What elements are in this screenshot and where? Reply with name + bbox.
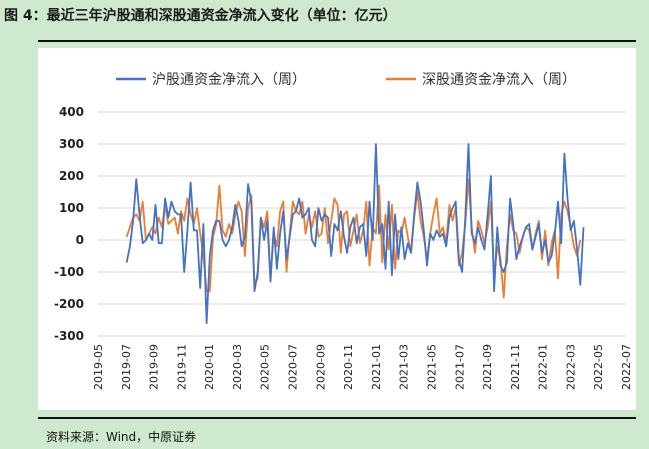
x-tick-labels: 2019-05 2019-07 2019-09 2019-11 2020-01 2020-… xyxy=(92,344,633,390)
x-tick-label-3: 2019-11 xyxy=(175,344,188,390)
x-tick-label-2: 2019-09 xyxy=(148,344,161,390)
y-tick-label-3: 0 xyxy=(76,233,84,247)
x-tick-label-14: 2021-09 xyxy=(481,344,494,390)
series-line-0 xyxy=(125,143,585,325)
x-tick-label-8: 2020-09 xyxy=(314,344,327,390)
y-tick-label-6: 300 xyxy=(59,137,84,151)
legend: 沪股通资金净流入（周） 深股通资金净流入（周） xyxy=(116,72,576,88)
x-tick-label-5: 2020-03 xyxy=(231,344,244,390)
x-tick-label-18: 2022-05 xyxy=(592,344,605,390)
y-tick-label-5: 200 xyxy=(59,169,84,183)
top-rule xyxy=(38,40,636,42)
y-tick-label-1: -200 xyxy=(54,297,84,311)
series-line-1 xyxy=(125,178,582,299)
bottom-rule xyxy=(38,417,636,419)
x-tick-label-7: 2020-07 xyxy=(287,344,300,390)
source-note: 资料来源：Wind，中原证券 xyxy=(46,430,197,444)
x-tick-label-4: 2020-01 xyxy=(203,344,216,390)
legend-label-0: 沪股通资金净流入（周） xyxy=(152,72,306,88)
x-tick-label-11: 2021-03 xyxy=(398,344,411,390)
y-tick-label-2: -100 xyxy=(54,265,84,279)
x-tick-label-19: 2022-07 xyxy=(620,344,633,390)
y-tick-label-0: -300 xyxy=(54,329,84,343)
x-tick-label-6: 2020-05 xyxy=(259,344,272,390)
x-tick-label-12: 2021-05 xyxy=(425,344,438,390)
y-tick-labels: -300 -200 -100 0 100 200 300 400 xyxy=(54,105,84,343)
series-lines xyxy=(125,143,585,325)
y-tick-label-4: 100 xyxy=(59,201,84,215)
figure-title: 图 4：最近三年沪股通和深股通资金净流入变化（单位：亿元） xyxy=(4,8,397,24)
y-tick-label-7: 400 xyxy=(59,105,84,119)
x-tick-label-10: 2021-01 xyxy=(370,344,383,390)
x-tick-label-13: 2021-07 xyxy=(453,344,466,390)
x-tick-label-15: 2021-11 xyxy=(509,344,522,390)
legend-label-1: 深股通资金净流入（周） xyxy=(422,72,576,88)
line-chart: -300 -200 -100 0 100 200 300 400 2019-05 2019-07… xyxy=(54,72,633,390)
x-tick-label-17: 2022-03 xyxy=(564,344,577,390)
x-tick-label-9: 2020-11 xyxy=(342,344,355,390)
x-tick-label-1: 2019-07 xyxy=(120,344,133,390)
x-tick-label-16: 2022-01 xyxy=(537,344,550,390)
chart-panel: -300 -200 -100 0 100 200 300 400 2019-05 2019-07… xyxy=(38,48,636,410)
x-tick-label-0: 2019-05 xyxy=(92,344,105,390)
